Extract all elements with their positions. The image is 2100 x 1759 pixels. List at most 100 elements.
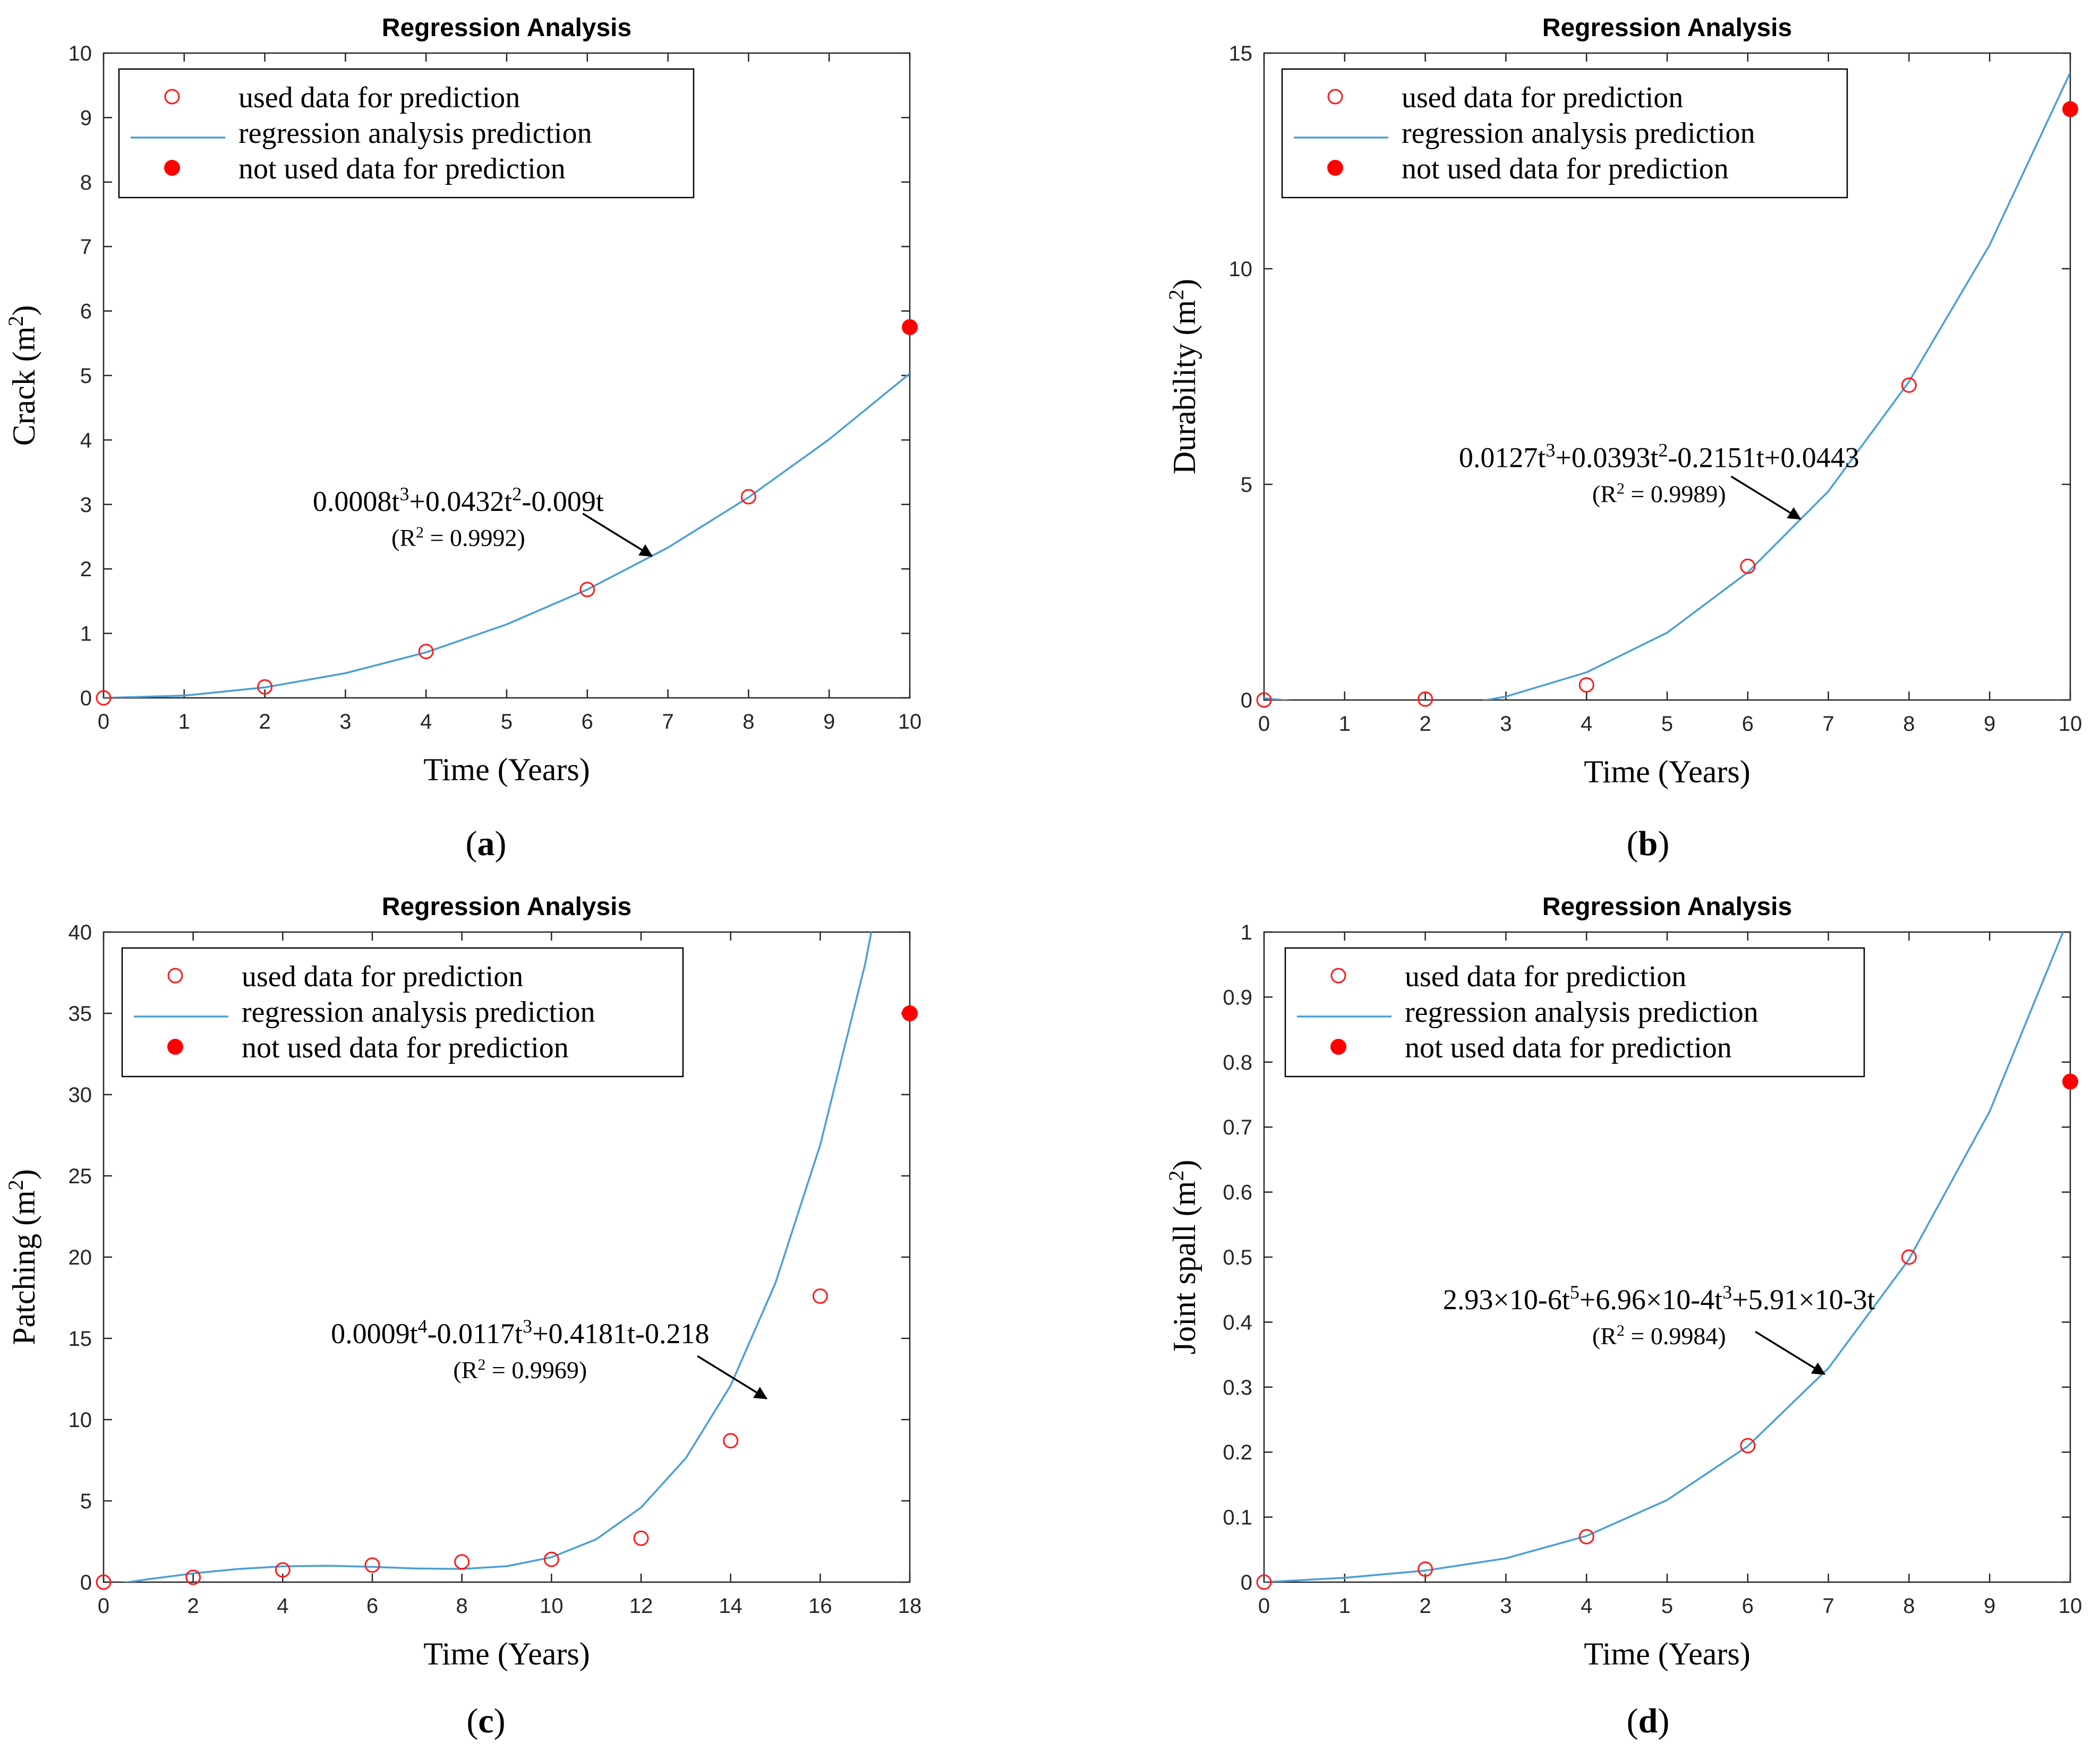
y-axis-label-d: Joint spall (m2) bbox=[1164, 1160, 1202, 1355]
used-data-point bbox=[1578, 1529, 1594, 1544]
r-squared-value: = 0.9969) bbox=[485, 1356, 587, 1384]
y-tick-label: 15 bbox=[1229, 42, 1253, 65]
x-tick-label: 7 bbox=[662, 710, 673, 733]
legend-label-used: used data for prediction bbox=[1402, 81, 1683, 114]
used-data-point bbox=[454, 1554, 470, 1570]
equation-d: 2.93×10-6t5+6.96×10-4t3+5.91×10-3t bbox=[1443, 1282, 1875, 1316]
y-axis-label-a: Crack (m2) bbox=[4, 305, 42, 446]
y-tick-label: 10 bbox=[69, 1408, 92, 1432]
x-tick-label: 6 bbox=[1742, 712, 1754, 736]
equation-term: 0.0127t bbox=[1459, 442, 1546, 474]
equation-term: +0.0432t bbox=[409, 485, 512, 517]
used-data-point bbox=[364, 1557, 380, 1573]
r-squared-d: (R2 = 0.9984) bbox=[1592, 1321, 1726, 1350]
x-tick-label: 2 bbox=[259, 710, 270, 733]
y-tick-label: 20 bbox=[69, 1246, 92, 1269]
y-axis-label-tail: ) bbox=[6, 1169, 41, 1180]
x-tick-label: 16 bbox=[808, 1594, 832, 1618]
used-data-point bbox=[543, 1551, 559, 1567]
x-tick-label: 14 bbox=[719, 1594, 742, 1618]
used-data-point bbox=[723, 1433, 739, 1449]
plot-clip-d bbox=[1264, 932, 2064, 1582]
x-tick-label: 4 bbox=[1581, 1594, 1592, 1618]
equation-term: +0.0393t bbox=[1555, 442, 1658, 474]
equation-exponent: 4 bbox=[418, 1316, 428, 1337]
subfigure-letter: b bbox=[1638, 824, 1658, 863]
x-tick-label: 9 bbox=[823, 710, 835, 733]
x-axis-label-b: Time (Years) bbox=[1584, 754, 1750, 789]
y-tick-label: 9 bbox=[80, 106, 92, 130]
equation-exponent: 5 bbox=[1570, 1282, 1580, 1303]
x-tick-label: 4 bbox=[420, 710, 432, 733]
y-axis-label-text: Durability (m bbox=[1167, 300, 1202, 474]
subfigure-label-c: (c) bbox=[466, 1702, 505, 1740]
y-axis-label-text: Crack (m bbox=[6, 327, 41, 446]
plot-clip-b bbox=[1264, 72, 2070, 700]
legend-label-not-used: not used data for prediction bbox=[242, 1031, 569, 1064]
x-axis-label-d: Time (Years) bbox=[1584, 1636, 1750, 1671]
y-tick-label: 0.9 bbox=[1223, 986, 1252, 1009]
y-axis-label-tail: ) bbox=[6, 305, 41, 316]
x-tick-label: 10 bbox=[2059, 1594, 2082, 1618]
x-tick-label: 0 bbox=[98, 710, 109, 733]
y-tick-label: 40 bbox=[69, 921, 92, 944]
chart-b: Regression Analysis 0 1 2 3 4 5 6 7 8 9 10 0 5 10 15 Tim… bbox=[1164, 14, 2082, 863]
subfigure-paren-close: ) bbox=[1658, 1702, 1669, 1740]
used-data-point bbox=[633, 1530, 649, 1546]
equation-term: -0.2151t+0.0443 bbox=[1668, 442, 1859, 474]
x-tick-label: 7 bbox=[1822, 712, 1834, 736]
y-tick-label: 0.6 bbox=[1223, 1181, 1252, 1205]
r-squared-value: = 0.9984) bbox=[1625, 1322, 1726, 1350]
y-tick-label: 1 bbox=[80, 622, 92, 646]
x-tick-label: 8 bbox=[1903, 712, 1915, 736]
subfigure-letter: a bbox=[477, 824, 495, 863]
equation-exponent: 3 bbox=[399, 483, 409, 505]
equation-term: 0.0009t bbox=[331, 1318, 418, 1350]
x-axis-label-c: Time (Years) bbox=[423, 1636, 590, 1671]
used-data-point bbox=[96, 1574, 112, 1590]
y-tick-label: 0 bbox=[1241, 689, 1252, 712]
equation-arrow-c bbox=[697, 1355, 768, 1399]
x-tick-label: 2 bbox=[187, 1594, 199, 1618]
chart-c: Regression Analysis 0 2 4 6 8 10 12 14 16 18 0 5 10 15… bbox=[4, 893, 922, 1740]
y-tick-label: 1 bbox=[1241, 921, 1252, 944]
y-axis-label-sup: 2 bbox=[1164, 1171, 1188, 1181]
used-data-point bbox=[1418, 1561, 1433, 1577]
chart-title-a: Regression Analysis bbox=[382, 14, 631, 42]
legend-label-not-used: not used data for prediction bbox=[1405, 1031, 1732, 1064]
legend-unused-marker bbox=[1330, 1039, 1346, 1055]
regression-line-b bbox=[1264, 72, 2070, 700]
unused-data-point bbox=[2062, 1073, 2078, 1090]
used-data-point bbox=[740, 489, 756, 505]
x-tick-label: 1 bbox=[1339, 712, 1351, 736]
y-tick-label: 0.5 bbox=[1223, 1246, 1252, 1269]
x-tick-label: 2 bbox=[1419, 712, 1431, 736]
legend-used-marker bbox=[167, 968, 183, 984]
equation-arrow-a bbox=[582, 513, 653, 557]
equation-arrow-d bbox=[1755, 1330, 1826, 1375]
r-squared-exponent: 2 bbox=[1617, 1321, 1625, 1339]
x-tick-label: 10 bbox=[898, 710, 922, 733]
legend-box bbox=[118, 68, 695, 199]
legend-used-marker bbox=[164, 89, 180, 105]
y-tick-label: 35 bbox=[69, 1002, 92, 1026]
legend-label-used: used data for prediction bbox=[238, 81, 520, 114]
equation-term: +0.4181t-0.218 bbox=[532, 1318, 709, 1350]
subfigure-label-d: (d) bbox=[1627, 1702, 1670, 1740]
y-tick-label: 0.4 bbox=[1223, 1311, 1252, 1334]
y-tick-label: 8 bbox=[80, 171, 92, 194]
equation-term: +5.91×10-3t bbox=[1732, 1284, 1875, 1316]
equation-exponent: 3 bbox=[1722, 1282, 1732, 1303]
x-tick-label: 6 bbox=[582, 710, 593, 733]
plot-clip-a bbox=[104, 373, 910, 698]
used-data-point bbox=[185, 1569, 201, 1585]
y-axis-label-sup: 2 bbox=[4, 316, 28, 327]
r-squared-value: = 0.9992) bbox=[424, 524, 525, 551]
equation-b: 0.0127t3+0.0393t2-0.2151t+0.0443 bbox=[1459, 440, 1859, 474]
subfigure-paren-close: ) bbox=[1658, 824, 1669, 863]
y-tick-label: 25 bbox=[69, 1165, 92, 1188]
y-axis-label-tail: ) bbox=[1167, 1160, 1202, 1171]
used-data-point bbox=[1256, 1574, 1272, 1590]
r-squared-a: (R2 = 0.9992) bbox=[391, 523, 525, 551]
